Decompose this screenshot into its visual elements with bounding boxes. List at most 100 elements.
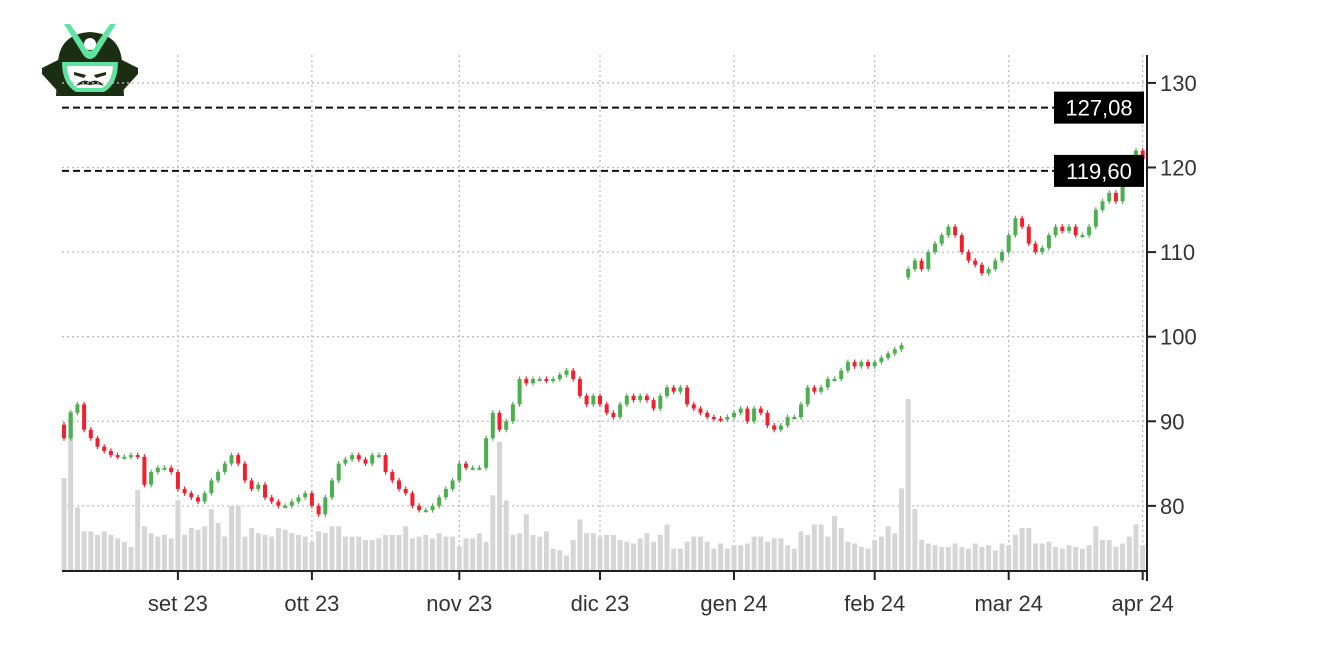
- volume-bar: [1059, 548, 1065, 571]
- candle-body: [370, 455, 375, 464]
- volume-bar: [1039, 543, 1045, 571]
- candle-body: [571, 370, 576, 379]
- volume-bar: [704, 541, 710, 571]
- candle-body: [933, 243, 937, 253]
- candle-body: [732, 412, 736, 418]
- volume-bar: [959, 546, 965, 571]
- volume-bar: [637, 538, 643, 571]
- candle-body: [1087, 226, 1092, 236]
- volume-bar: [309, 541, 315, 571]
- candle-body: [350, 455, 355, 460]
- candle-body: [711, 417, 716, 420]
- volume-bar: [657, 534, 663, 571]
- candle-body: [175, 472, 180, 489]
- volume-bar: [1100, 540, 1105, 571]
- volume-bar: [1026, 528, 1032, 571]
- volume-bar: [503, 500, 509, 571]
- candle-body: [437, 497, 442, 506]
- volume-bar: [818, 524, 824, 571]
- candle-body: [805, 387, 810, 405]
- volume-bar: [543, 531, 549, 571]
- candle-body: [665, 387, 669, 396]
- candle-body: [182, 488, 187, 494]
- x-tick-label: nov 23: [426, 591, 492, 616]
- volume-bar: [1033, 543, 1038, 571]
- candle-body: [899, 345, 904, 350]
- volume-bar: [698, 536, 703, 571]
- candle-body: [919, 260, 924, 270]
- volume-bar: [1019, 528, 1025, 571]
- volume-bar: [550, 548, 556, 571]
- volume-bar: [1140, 545, 1146, 571]
- volume-bar: [476, 533, 482, 571]
- candle-body: [765, 412, 770, 426]
- candle-body: [979, 264, 984, 274]
- candle-body: [135, 455, 140, 458]
- candle-body: [1033, 243, 1038, 253]
- volume-bar: [296, 534, 301, 571]
- volume-bar: [229, 505, 234, 571]
- volume-bar: [919, 540, 925, 571]
- volume-bar: [805, 534, 811, 571]
- candle-body: [68, 412, 73, 439]
- volume-bar: [631, 543, 636, 571]
- candle-body: [142, 456, 147, 485]
- candle-body: [725, 417, 730, 420]
- volume-bar: [1106, 540, 1112, 571]
- candle-body: [1140, 150, 1145, 160]
- candle-body: [376, 455, 381, 458]
- volume-bars: [61, 399, 1146, 571]
- candle-body: [531, 378, 535, 384]
- volume-bar: [168, 538, 174, 571]
- candle-body: [839, 370, 844, 379]
- volume-bar: [1093, 526, 1099, 571]
- candle-body: [330, 480, 334, 498]
- candle-body: [644, 395, 649, 401]
- candle-body: [477, 467, 482, 470]
- volume-bar: [1086, 545, 1092, 571]
- candle-body: [892, 349, 897, 354]
- candles: [62, 148, 1145, 517]
- candle-body: [1120, 175, 1125, 202]
- volume-bar: [624, 541, 630, 571]
- candle-body: [879, 357, 884, 363]
- candle-body: [584, 395, 589, 405]
- volume-bar: [148, 533, 154, 571]
- candle-body: [222, 463, 227, 473]
- candle-body: [1107, 192, 1112, 202]
- price-level-box: [1054, 154, 1144, 187]
- volume-bar: [905, 399, 911, 571]
- volume-bar: [316, 531, 322, 571]
- volume-bar: [436, 533, 442, 571]
- volume-bar: [617, 540, 623, 571]
- volume-bar: [463, 538, 469, 571]
- candle-body: [1100, 201, 1105, 210]
- candle-body: [383, 455, 388, 473]
- candle-body: [772, 425, 777, 430]
- candle-body: [423, 510, 428, 513]
- candle-body: [504, 421, 509, 430]
- volume-bar: [986, 545, 992, 571]
- volume-bar: [61, 478, 67, 571]
- volume-bar: [912, 509, 918, 571]
- volume-bar: [1046, 541, 1052, 571]
- volume-bar: [490, 495, 496, 571]
- candle-body: [309, 493, 314, 506]
- candle-body: [1053, 226, 1058, 236]
- volume-bar: [202, 526, 208, 571]
- candle-body: [269, 497, 274, 502]
- volume-bar: [932, 545, 938, 571]
- candle-body: [115, 455, 120, 458]
- volume-bar: [423, 534, 429, 571]
- y-tick-label: 120: [1160, 156, 1197, 181]
- candle-body: [75, 404, 80, 413]
- candle-body: [986, 269, 991, 274]
- candle-body: [62, 424, 66, 439]
- x-tick-label: mar 24: [974, 591, 1042, 616]
- volume-bar: [570, 540, 576, 571]
- volume-bar: [952, 543, 958, 571]
- candle-body: [1080, 235, 1085, 238]
- candle-body: [457, 463, 462, 481]
- candle-body: [638, 395, 643, 401]
